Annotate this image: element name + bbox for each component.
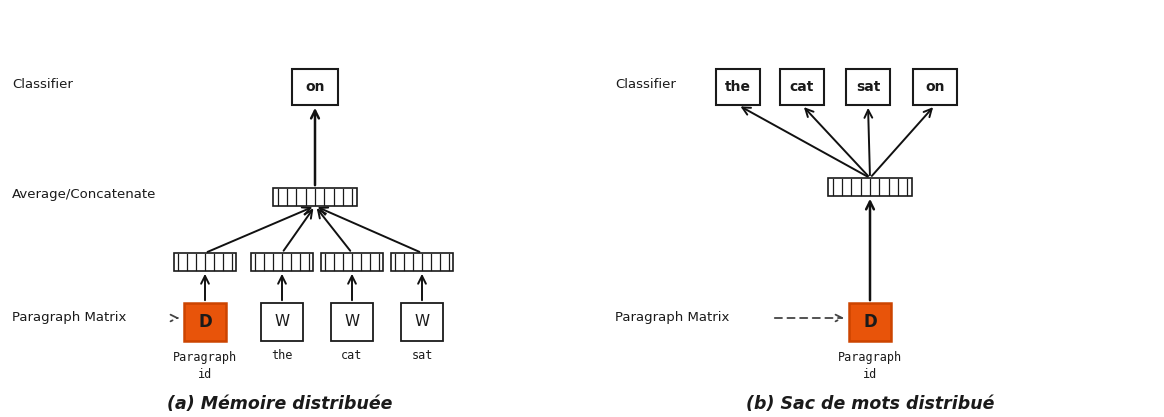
Bar [913,69,957,105]
Text: on: on [305,80,325,94]
Text: Paragraph Matrix: Paragraph Matrix [12,311,127,324]
Text: Paragraph
id: Paragraph id [838,351,902,381]
Text: Classifier: Classifier [12,78,73,91]
Text: cat: cat [790,80,814,94]
Bar [391,253,453,271]
Text: D: D [198,313,212,331]
Bar [780,69,824,105]
Text: D: D [864,313,876,331]
Bar [173,253,236,271]
Bar [184,303,226,341]
Bar [846,69,890,105]
Text: the: the [725,80,751,94]
Text: (b) Sac de mots distribué: (b) Sac de mots distribué [746,395,994,413]
Text: W: W [414,314,430,329]
Text: W: W [275,314,290,329]
Bar [849,303,890,341]
Bar [828,178,911,196]
Text: sat: sat [411,349,433,362]
Text: on: on [925,80,945,94]
Text: W: W [345,314,360,329]
Bar [251,253,313,271]
Bar [716,69,760,105]
Text: sat: sat [856,80,880,94]
Bar [292,69,338,105]
Text: Classifier: Classifier [615,78,676,91]
Bar [274,188,357,206]
Text: Average/Concatenate: Average/Concatenate [12,188,156,201]
Text: Paragraph
id: Paragraph id [173,351,237,381]
Bar [402,303,443,341]
Text: cat: cat [341,349,363,362]
Bar [321,253,383,271]
Text: (a) Mémoire distribuée: (a) Mémoire distribuée [168,395,392,413]
Text: Paragraph Matrix: Paragraph Matrix [615,311,730,324]
Bar [261,303,303,341]
Text: the: the [271,349,292,362]
Bar [331,303,372,341]
